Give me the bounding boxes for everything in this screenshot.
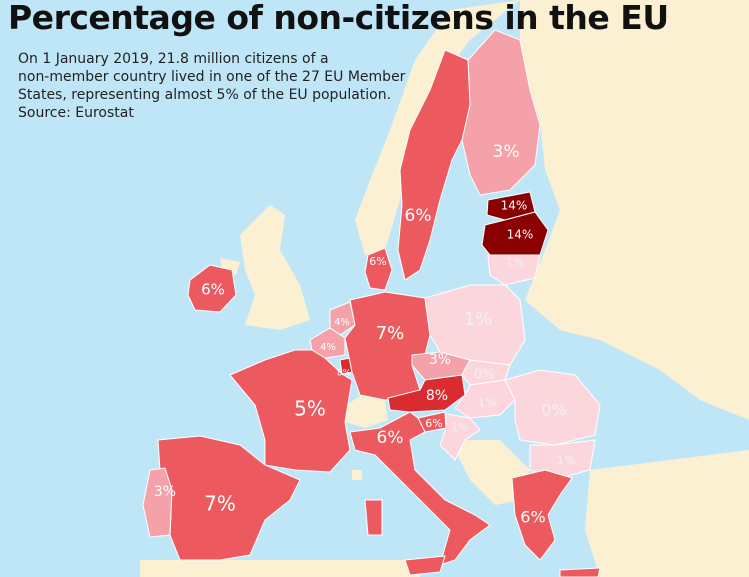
russia-belarus-ukraine [520,0,749,420]
country-denmark [364,247,393,291]
value-label-denmark: 6% [369,255,386,268]
country-bulgaria [529,439,596,479]
balkans-west [450,440,530,505]
page-title: Percentage of non-citizens in the EU [8,0,669,37]
value-label-austria: 8% [426,388,448,404]
subtitle-line: On 1 January 2019, 21.8 million citizens… [18,51,329,67]
country-italy [349,411,491,566]
non-eu-land [140,0,749,577]
value-label-czechia: 3% [429,352,451,368]
value-label-poland: 1% [464,309,493,330]
value-label-spain: 7% [204,492,236,516]
value-label-luxembourg: 8% [337,369,352,379]
north-africa [140,560,420,577]
value-label-ireland: 6% [201,281,225,299]
value-label-france: 5% [294,397,326,421]
value-label-croatia: 1% [451,421,468,434]
value-label-belgium: 4% [320,342,336,353]
country-greece [511,469,573,561]
subtitle-line: States, representing almost 5% of the EU… [18,87,392,103]
country-sicily [404,555,446,576]
country-slovakia [461,359,511,386]
value-label-sweden: 6% [405,206,432,226]
country-portugal [142,467,173,538]
country-poland [424,284,526,366]
value-labels: 6% 3% 14% 14% 1% 6% 6% 4% 4% 8% 7% 1% 3% 0% 8% 1% 0% 1% 6%… [154,142,576,527]
value-label-estonia: 14% [501,199,528,213]
eu-countries [142,29,601,577]
value-label-lithuania: 1% [505,256,524,270]
switzerland [342,396,388,428]
value-label-finland: 3% [493,142,520,162]
turkey [585,450,749,577]
country-netherlands [329,301,356,336]
great-britain [240,205,310,330]
value-label-latvia: 14% [507,228,534,242]
corsica-sardinia-gap [352,470,362,480]
country-sweden [397,49,471,281]
subtitle: On 1 January 2019, 21.8 million citizens… [18,50,428,122]
value-label-slovakia: 0% [474,368,495,383]
country-sardinia [364,499,383,536]
country-lithuania [487,254,541,286]
country-romania [504,369,601,446]
country-germany [344,291,431,401]
source-line: Source: Eurostat [18,105,134,121]
country-ireland [187,264,237,313]
country-croatia [439,413,481,461]
norway [355,0,520,255]
value-label-hungary: 1% [477,396,496,410]
value-label-bulgaria: 1% [556,454,575,468]
country-france [229,349,353,473]
value-label-greece: 6% [520,508,545,527]
value-label-italy: 6% [377,428,404,448]
value-label-portugal: 3% [154,484,176,500]
subtitle-line: non-member country lived in one of the 2… [18,69,406,85]
country-hungary [454,379,516,419]
value-label-romania: 0% [541,401,566,420]
value-label-netherlands: 4% [334,317,350,328]
value-label-slovenia: 6% [425,417,442,430]
country-latvia [481,211,549,256]
country-crete [559,567,601,577]
value-label-germany: 7% [376,323,405,344]
